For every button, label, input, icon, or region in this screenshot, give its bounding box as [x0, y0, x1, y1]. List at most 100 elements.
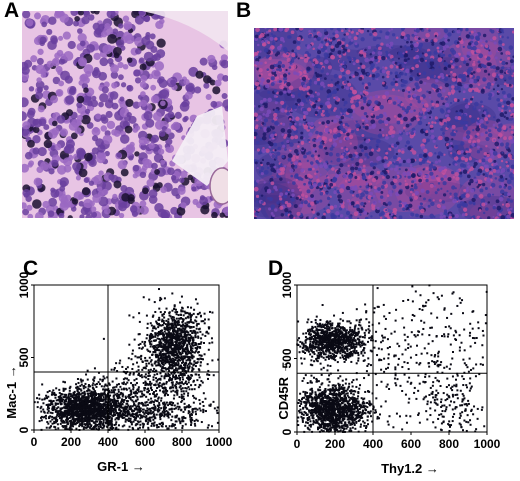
event-dot — [74, 406, 77, 409]
event-dot — [304, 348, 307, 351]
event-dot — [300, 357, 303, 360]
event-dot — [333, 314, 336, 317]
event-dot — [184, 348, 187, 351]
event-dot — [96, 399, 99, 402]
event-dot — [345, 329, 348, 332]
event-dot — [163, 327, 166, 330]
event-dot — [325, 337, 328, 340]
event-dot — [81, 417, 84, 420]
event-dot — [317, 388, 320, 391]
event-dot — [146, 322, 149, 325]
event-dot — [72, 407, 75, 410]
event-dot — [341, 356, 344, 359]
event-dot — [38, 397, 41, 400]
event-dot — [366, 415, 369, 418]
plot-c-xlabel: GR-1 → — [97, 459, 145, 474]
event-dot — [62, 387, 65, 390]
event-dot — [353, 349, 356, 352]
event-dot — [189, 315, 192, 318]
event-dot — [93, 425, 96, 428]
event-dot — [66, 409, 69, 412]
event-dot — [84, 418, 87, 421]
event-dot — [363, 411, 366, 414]
event-dot — [92, 409, 95, 412]
event-dot — [103, 391, 106, 394]
event-dot — [104, 397, 107, 400]
event-dot — [153, 362, 156, 365]
event-dot — [167, 356, 170, 359]
event-dot — [97, 392, 100, 395]
event-dot — [94, 383, 97, 386]
event-dot — [108, 423, 111, 426]
event-dot — [318, 328, 321, 331]
event-dot — [94, 400, 97, 403]
event-dot — [76, 404, 79, 407]
event-dot — [97, 402, 100, 405]
event-dot — [45, 403, 48, 406]
event-dot — [55, 415, 58, 418]
event-dot — [356, 334, 359, 337]
event-dot — [65, 404, 68, 407]
event-dot — [304, 341, 307, 344]
event-dot — [99, 396, 102, 399]
event-dot — [151, 334, 154, 337]
event-dot — [335, 351, 338, 354]
event-dot — [75, 412, 78, 415]
event-dot — [94, 405, 97, 408]
event-dot — [86, 411, 89, 414]
event-dot — [165, 307, 168, 310]
event-dot — [369, 364, 372, 367]
event-dot — [339, 429, 342, 432]
event-dot — [156, 337, 159, 340]
event-dot — [68, 405, 71, 408]
event-dot — [363, 347, 366, 350]
event-dot — [145, 362, 148, 365]
event-dot — [142, 296, 145, 299]
event-dot — [90, 399, 93, 402]
event-dot — [65, 398, 68, 401]
event-dot — [166, 350, 169, 353]
event-dot — [193, 344, 196, 347]
event-dot — [51, 412, 54, 415]
event-dot — [150, 363, 153, 366]
event-dot — [186, 331, 189, 334]
event-dot — [154, 327, 157, 330]
event-dot — [164, 339, 167, 342]
event-dot — [210, 337, 213, 340]
event-dot — [52, 399, 55, 402]
event-dot — [345, 354, 348, 357]
event-dot — [98, 398, 101, 401]
event-dot — [97, 409, 100, 412]
event-dot — [343, 336, 346, 339]
event-dot — [181, 347, 184, 350]
event-dot — [200, 357, 203, 360]
event-dot — [318, 349, 321, 352]
event-dot — [305, 332, 308, 335]
event-dot — [75, 395, 78, 398]
event-dot — [186, 353, 189, 356]
event-dot — [164, 367, 167, 370]
event-dot — [111, 400, 114, 403]
event-dot — [194, 347, 197, 350]
event-dot — [354, 332, 357, 335]
event-dot — [47, 395, 50, 398]
event-dot — [87, 385, 90, 388]
event-dot — [99, 415, 102, 418]
event-dot — [322, 356, 325, 359]
event-dot — [71, 396, 74, 399]
event-dot — [80, 402, 83, 405]
event-dot — [367, 357, 370, 360]
event-dot — [174, 341, 177, 344]
event-dot — [307, 318, 310, 321]
event-dot — [167, 361, 170, 364]
event-dot — [179, 341, 182, 344]
event-dot — [85, 416, 88, 419]
event-dot — [69, 385, 72, 388]
event-dot — [158, 381, 161, 384]
event-dot — [327, 327, 330, 330]
event-dot — [90, 398, 93, 401]
event-dot — [83, 394, 86, 397]
event-dot — [172, 316, 175, 319]
event-dot — [341, 379, 344, 382]
event-dot — [77, 421, 80, 424]
